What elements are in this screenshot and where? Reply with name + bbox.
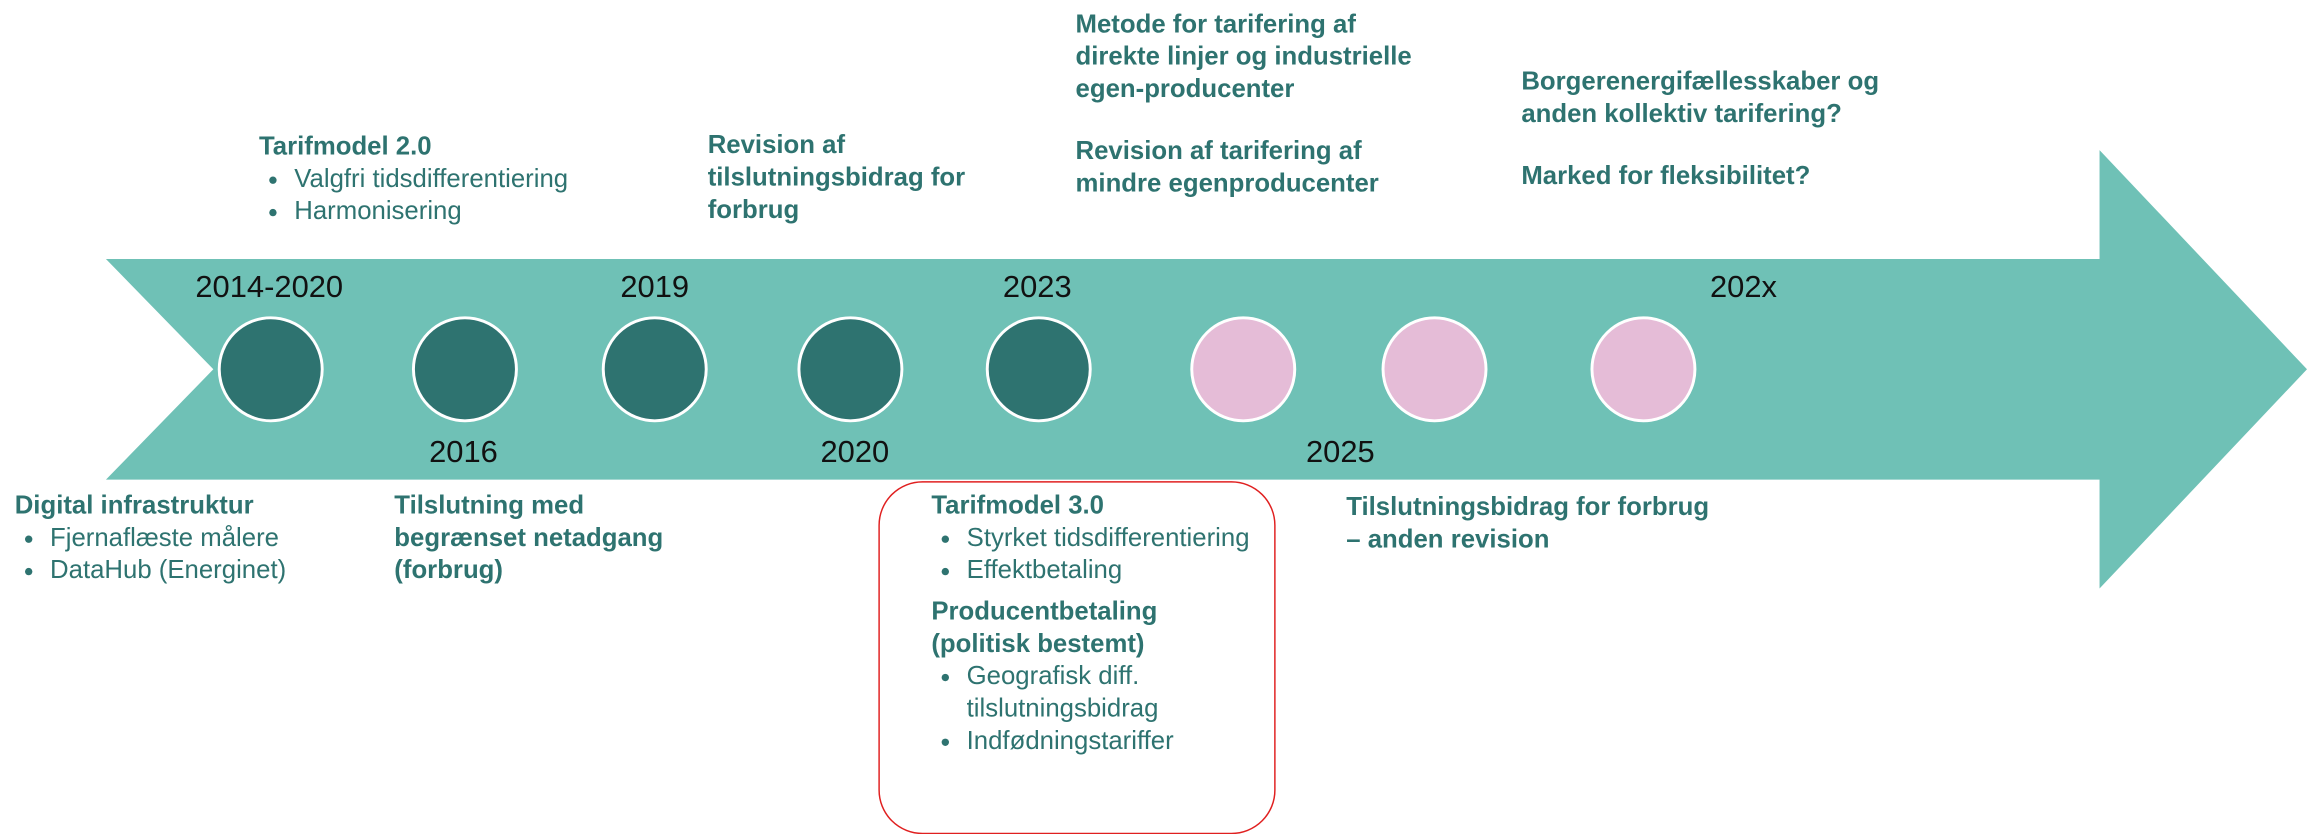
year-label: 202x [1709, 270, 1777, 305]
bullet-item: Indfødningstariffer [967, 724, 1263, 756]
event: Tarifmodel 3.0Styrket tidsdifferentierin… [931, 488, 1262, 756]
event-title: Metode for tarifering af direkte linjer … [1075, 8, 1412, 103]
event-group: Digital infrastrukturFjernaflæste målere… [15, 488, 383, 585]
event-group: Borgerenergifællesskaber og anden kollek… [1521, 65, 1904, 130]
background [105, 150, 2307, 589]
bullet-item: Harmonisering [294, 194, 685, 226]
year-label: 2016 [429, 435, 498, 470]
timeline: 2014-2020 2016 2019 2020 2023 2025 202x Tarifmo… [0, 0, 2307, 806]
event-title: Borgerenergifællesskaber og anden kollek… [1521, 66, 1880, 129]
year-label: 2020 [820, 435, 890, 470]
event-group: Tilslutning med begrænset netadgang (for… [394, 488, 718, 585]
event-group: Tarifmodel 2.0Valgfri tidsdifferentierin… [259, 129, 686, 226]
event-group: Tilslutningsbidrag for forbrug – anden r… [1346, 490, 1714, 555]
event-group: Revision af tilslutningsbidrag for forbr… [708, 128, 1024, 225]
event-title: Tilslutningsbidrag for forbrug – anden r… [1346, 491, 1710, 554]
bullet-list: Fjernaflæste målereDataHub (Energinet) [15, 521, 383, 586]
milestone-dot [1590, 316, 1697, 423]
bullet-list: Geografisk diff. tilslutningsbidragIndfø… [931, 659, 1262, 756]
bullet-list: Valgfri tidsdifferentieringHarmonisering [259, 162, 686, 227]
event-group: Metode for tarifering af direkte linjer … [1076, 7, 1436, 104]
event: Revision af tilslutningsbidrag for forbr… [708, 128, 1024, 225]
year-label: 2019 [620, 270, 690, 305]
event-group: Tarifmodel 3.0Styrket tidsdifferentierin… [931, 488, 1262, 585]
milestone-dot [1190, 316, 1297, 423]
milestone-dot [985, 316, 1092, 423]
event-title: Producentbetaling (politisk bestemt) [931, 595, 1158, 658]
event: Digital infrastrukturFjernaflæste målere… [15, 488, 383, 585]
year-label: 2014-2020 [195, 270, 344, 305]
bullet-item: Fjernaflæste målere [50, 521, 383, 553]
event: Borgerenergifællesskaber og anden kollek… [1521, 65, 1904, 192]
milestone-dot [411, 316, 518, 423]
bullet-item: DataHub (Energinet) [50, 553, 383, 585]
event: Tarifmodel 2.0Valgfri tidsdifferentierin… [259, 129, 686, 226]
event-title: Tarifmodel 2.0 [258, 130, 432, 161]
event-group: Producentbetaling (politisk bestemt)Geog… [931, 594, 1262, 756]
year-label: 2025 [1305, 435, 1375, 470]
bullet-list: Styrket tidsdifferentieringEffektbetalin… [931, 521, 1262, 586]
event-title: Tarifmodel 3.0 [931, 489, 1105, 520]
event-title: Revision af tilslutningsbidrag for forbr… [707, 129, 966, 224]
milestone-dot [797, 316, 904, 423]
event: Metode for tarifering af direkte linjer … [1076, 7, 1436, 198]
year-label: 2023 [1002, 270, 1072, 305]
event: Tilslutningsbidrag for forbrug – anden r… [1346, 490, 1714, 555]
milestone-dot [601, 316, 708, 423]
event: Tilslutning med begrænset netadgang (for… [394, 488, 718, 585]
bullet-item: Effektbetaling [967, 553, 1263, 585]
bullet-item: Geografisk diff. tilslutningsbidrag [967, 659, 1263, 724]
milestone-dot [1381, 316, 1488, 423]
event-title: Marked for fleksibilitet? [1521, 160, 1811, 190]
bullet-item: Valgfri tidsdifferentiering [294, 162, 685, 194]
event-title: Revision af tarifering af mindre egenpro… [1075, 135, 1379, 198]
event-group: Revision af tarifering af mindre egenpro… [1076, 134, 1436, 199]
event-title: Digital infrastruktur [14, 489, 254, 520]
event-group: Marked for fleksibilitet? [1521, 159, 1904, 191]
event-title: Tilslutning med begrænset netadgang (for… [394, 489, 664, 585]
milestone-dot [217, 316, 324, 423]
bullet-item: Styrket tidsdifferentiering [967, 521, 1263, 553]
